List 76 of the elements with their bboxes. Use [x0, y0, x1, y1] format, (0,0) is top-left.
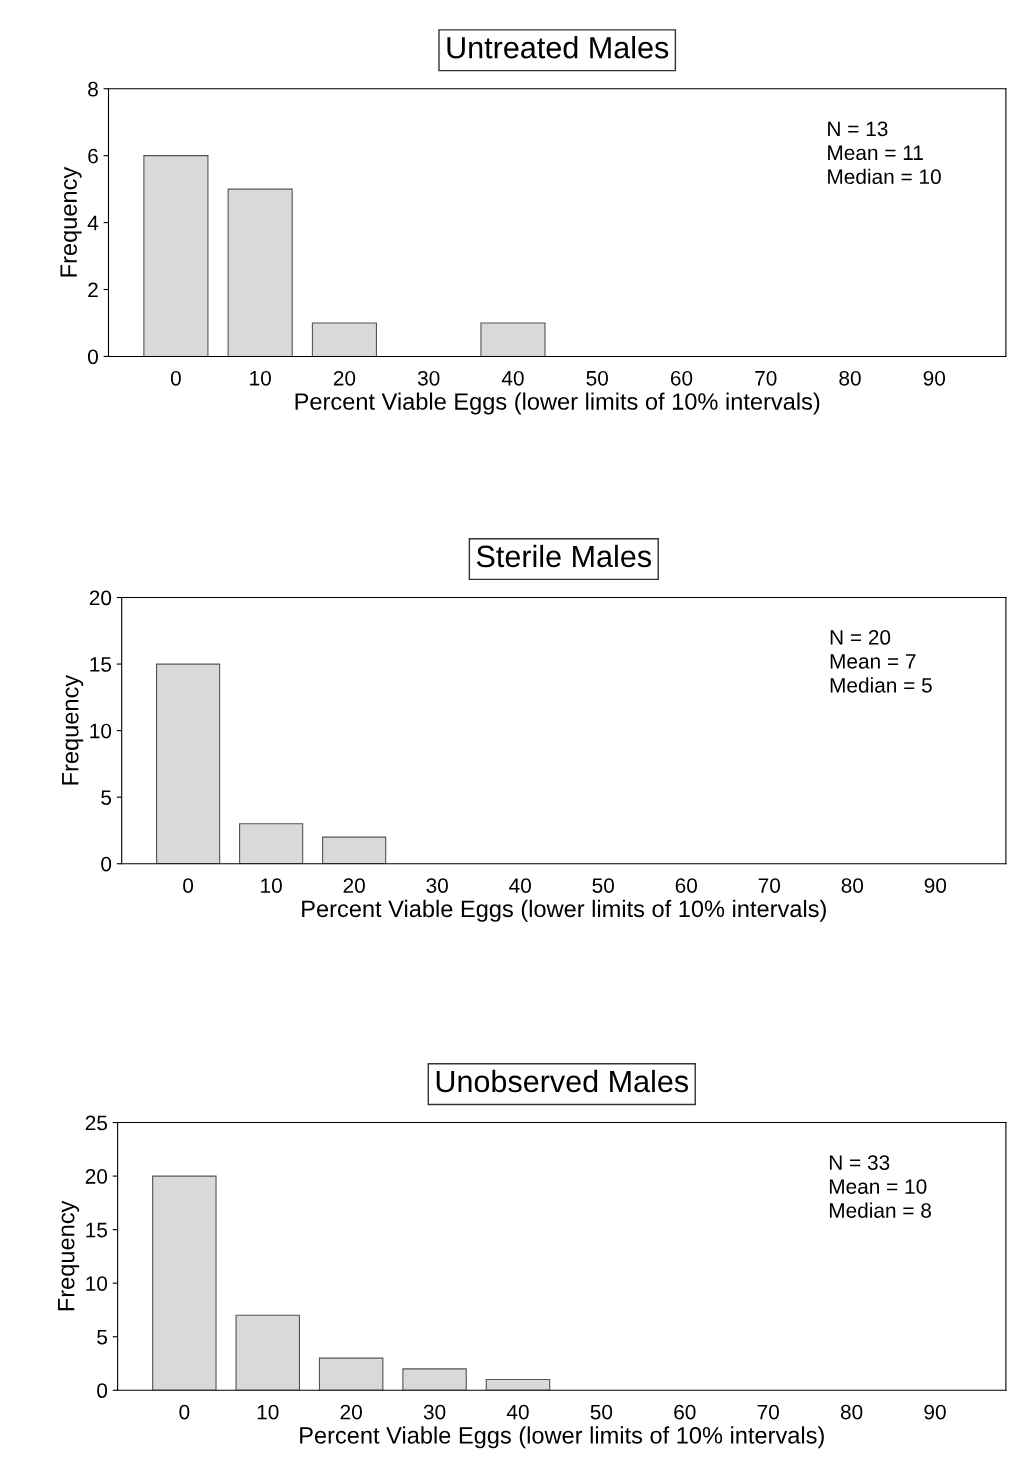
x-tick-label: 70 [758, 878, 781, 893]
annotation: N = 20 [830, 630, 891, 645]
annotation: Mean = 7 [830, 654, 916, 669]
x-tick-label: 60 [670, 370, 693, 386]
y-tick-label: 2 [88, 282, 98, 298]
annotation: N = 33 [829, 1155, 890, 1170]
x-axis-title: Percent Viable Eggs (lower limits of 10% intervals) [302, 899, 826, 922]
bar [227, 188, 293, 357]
x-tick-label: 0 [183, 878, 194, 893]
x-tick-label: 30 [423, 1404, 446, 1420]
annotation: N = 13 [828, 121, 888, 137]
x-tick-label: 90 [923, 370, 946, 386]
x-tick-label: 40 [501, 370, 524, 386]
y-tick-label: 5 [97, 1329, 108, 1345]
y-tick-label: 0 [101, 856, 112, 872]
x-tick-label: 50 [586, 370, 608, 386]
y-tick-label: 15 [86, 1222, 108, 1238]
x-tick-label: 90 [924, 878, 947, 893]
chart-title: Untreated Males [447, 36, 669, 59]
bar [235, 1314, 301, 1391]
x-tick-label: 0 [170, 370, 181, 386]
x-tick-label: 20 [340, 1404, 362, 1420]
x-tick-label: 70 [755, 370, 777, 386]
y-tick-label: 20 [85, 1169, 108, 1184]
annotation: Mean = 11 [828, 145, 923, 161]
x-tick-label: 20 [333, 370, 356, 386]
x-tick-label: 10 [261, 878, 282, 893]
x-tick-label: 40 [509, 878, 531, 893]
y-axis-title: Frequency [62, 674, 84, 785]
x-tick-label: 40 [506, 1404, 529, 1420]
bar [155, 663, 221, 864]
y-tick-label: 15 [90, 657, 112, 672]
x-tick-label: 30 [426, 878, 448, 893]
annotation: Median = 5 [830, 677, 932, 693]
bar [322, 836, 387, 864]
y-tick-label: 0 [88, 349, 98, 365]
x-tick-label: 80 [841, 878, 864, 893]
annotation: Median = 8 [829, 1202, 931, 1218]
x-tick-label: 90 [924, 1404, 946, 1420]
x-tick-label: 80 [840, 1404, 863, 1420]
x-tick-label: 70 [757, 1404, 779, 1420]
bar [143, 155, 209, 357]
y-axis-title: Frequency [58, 1200, 80, 1311]
bar [485, 1378, 551, 1391]
x-tick-label: 50 [590, 1404, 613, 1420]
y-tick-label: 20 [89, 590, 112, 606]
x-tick-label: 30 [417, 370, 440, 386]
bar [152, 1175, 217, 1391]
chart-title: Unobserved Males [436, 1069, 689, 1093]
annotation: Mean = 10 [829, 1179, 927, 1194]
x-tick-label: 10 [250, 370, 271, 386]
chart-title: Sterile Males [476, 544, 651, 568]
x-tick-label: 80 [839, 370, 861, 386]
y-tick-label: 0 [97, 1383, 108, 1399]
y-tick-label: 6 [88, 148, 98, 164]
bar [318, 1357, 384, 1391]
y-tick-label: 25 [85, 1115, 108, 1131]
bar [239, 823, 304, 864]
bar [311, 322, 378, 357]
y-axis-title: Frequency [60, 166, 82, 277]
annotation: Median = 10 [828, 168, 941, 185]
x-tick-label: 60 [675, 878, 698, 893]
y-tick-label: 10 [90, 723, 112, 739]
x-axis-title: Percent Viable Eggs (lower limits of 10% intervals) [300, 1426, 824, 1449]
x-tick-label: 60 [674, 1404, 696, 1420]
x-tick-label: 20 [343, 878, 365, 893]
x-tick-label: 0 [179, 1404, 190, 1420]
y-tick-label: 8 [88, 81, 98, 97]
x-tick-label: 50 [592, 878, 614, 893]
y-tick-label: 5 [101, 790, 112, 805]
bar [402, 1368, 467, 1391]
bar [480, 322, 546, 357]
y-tick-label: 10 [86, 1276, 108, 1291]
x-axis-title: Percent Viable Eggs (lower limits of 10% intervals) [295, 392, 820, 415]
y-tick-label: 4 [87, 215, 99, 231]
x-tick-label: 10 [257, 1404, 279, 1420]
